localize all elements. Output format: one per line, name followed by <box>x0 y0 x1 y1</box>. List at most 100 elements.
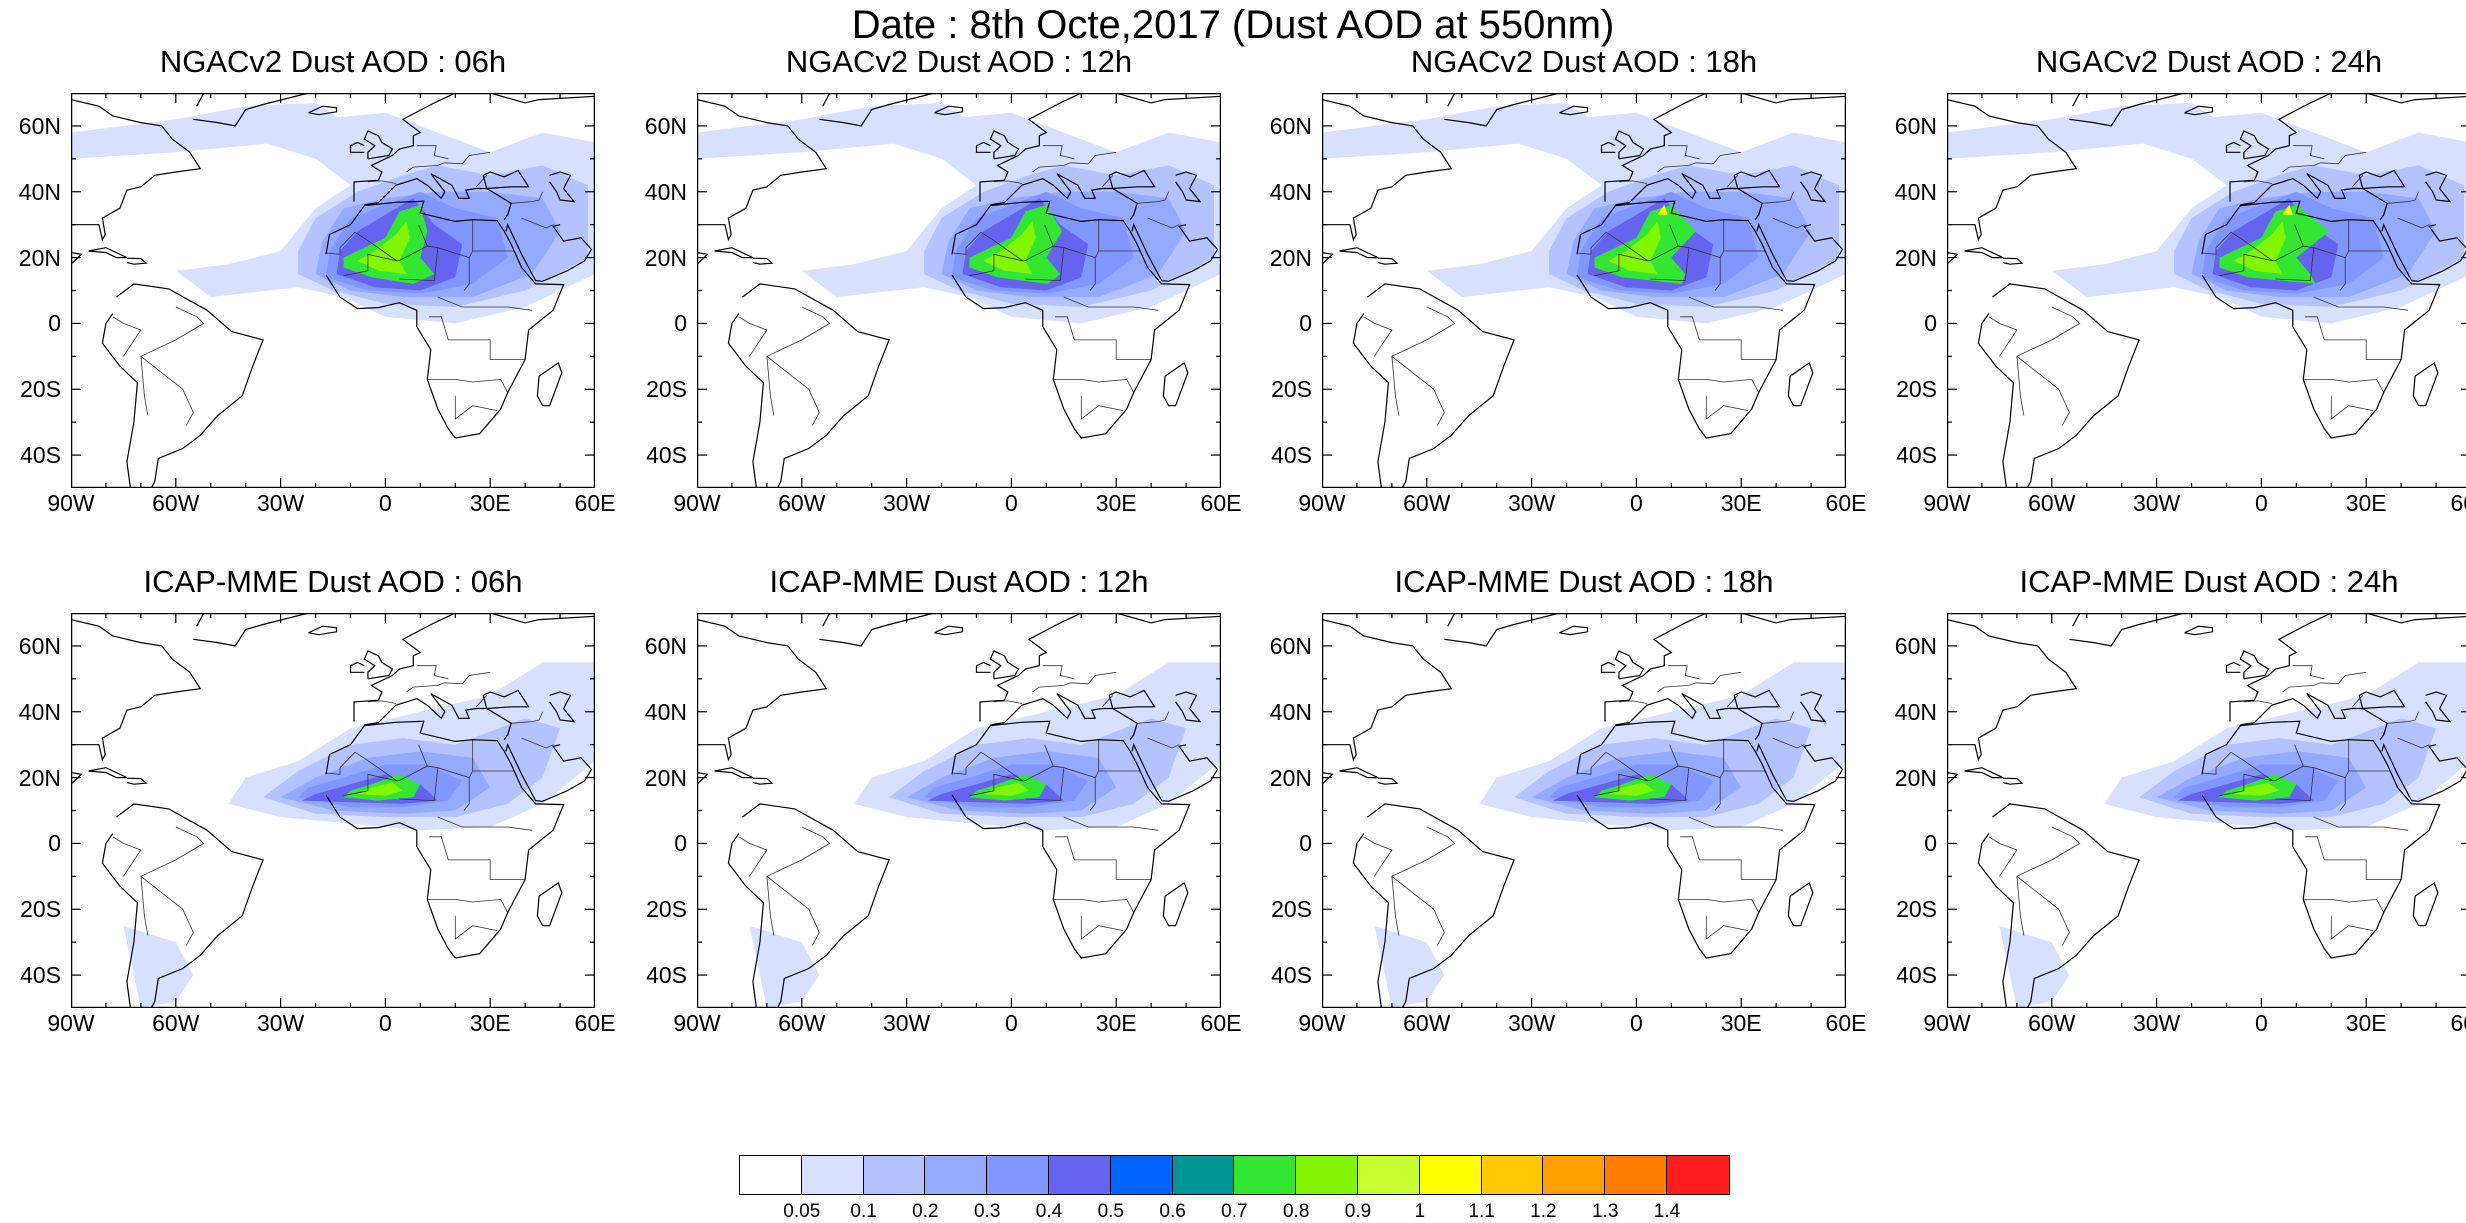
country-border <box>2331 916 2373 939</box>
country-border <box>113 317 141 357</box>
country-border <box>2017 876 2024 935</box>
country-border <box>141 876 148 935</box>
colorbar-label: 1.1 <box>1452 1201 1512 1223</box>
lon-tick-label: 60W <box>1387 1010 1467 1036</box>
colorbar-swatch <box>1358 1156 1420 1194</box>
lon-tick-label: 30W <box>867 490 947 516</box>
coastline <box>2185 626 2213 635</box>
coastline <box>89 768 127 778</box>
lat-tick-label: 60N <box>1 633 61 659</box>
lon-tick-label: 30W <box>241 1010 321 1036</box>
lat-tick-label: 20N <box>1252 245 1312 271</box>
lon-tick-label: 60W <box>762 490 842 516</box>
lon-tick-label: 0 <box>971 490 1051 516</box>
country-border <box>1364 317 1392 357</box>
colorbar-label: 0.7 <box>1204 1201 1264 1223</box>
lat-tick-label: 40S <box>1877 962 1937 988</box>
coastline <box>71 613 200 784</box>
country-border <box>1678 379 1758 392</box>
coastline <box>1163 883 1187 926</box>
lon-tick-label: 30E <box>450 1010 530 1036</box>
coastline <box>1615 651 1643 679</box>
country-border <box>1081 396 1123 419</box>
country-border <box>1081 916 1123 939</box>
lon-tick-label: 60E <box>2431 1010 2466 1036</box>
coastline <box>89 248 127 258</box>
colorbar-swatch <box>864 1156 926 1194</box>
colorbar-swatch <box>1605 1156 1667 1194</box>
coastline <box>2413 363 2437 406</box>
lat-tick-label: 20S <box>1252 376 1312 402</box>
country-border <box>1706 916 1748 939</box>
lat-tick-label: 40S <box>1252 962 1312 988</box>
lon-tick-label: 30W <box>2117 1010 2197 1036</box>
lon-tick-label: 0 <box>2221 1010 2301 1036</box>
country-border <box>1706 396 1748 419</box>
dust-aod-map <box>697 93 1221 488</box>
coastline <box>697 613 826 784</box>
dust-aod-map <box>71 93 595 488</box>
country-border <box>455 396 497 419</box>
lat-tick-label: 20N <box>1877 245 1937 271</box>
colorbar-swatch <box>1482 1156 1544 1194</box>
lat-tick-label: 60N <box>1252 633 1312 659</box>
coastline <box>2003 258 2022 264</box>
country-border <box>2017 307 2080 426</box>
panel-title: ICAP-MME Dust AOD : 18h <box>1322 562 1846 602</box>
lat-tick-label: 60N <box>1252 113 1312 139</box>
colorbar-label: 0.3 <box>957 1201 1017 1223</box>
coastline <box>728 284 889 488</box>
country-border <box>368 701 396 704</box>
lat-tick-label: 20S <box>1877 376 1937 402</box>
lon-tick-label: 90W <box>1282 1010 1362 1036</box>
lon-tick-label: 90W <box>1282 490 1362 516</box>
lat-tick-label: 40N <box>1252 699 1312 725</box>
coastline <box>102 284 263 488</box>
country-border <box>2303 899 2383 912</box>
coastline <box>309 626 337 635</box>
country-border <box>2282 672 2366 692</box>
country-border <box>1392 827 1455 946</box>
country-border <box>1043 666 1075 679</box>
colorbar-label: 1.2 <box>1513 1201 1573 1223</box>
coastline <box>1378 258 1397 264</box>
country-border <box>1364 837 1392 877</box>
lat-tick-label: 40N <box>627 699 687 725</box>
colorbar-swatch <box>1111 1156 1173 1194</box>
country-border <box>1668 666 1700 679</box>
lat-tick-label: 20N <box>1252 765 1312 791</box>
country-border <box>141 307 204 426</box>
lon-tick-label: 60W <box>2012 490 2092 516</box>
country-border <box>1053 379 1133 392</box>
coastline <box>1163 363 1187 406</box>
coastline <box>1965 768 2003 778</box>
lon-tick-label: 30E <box>2326 490 2406 516</box>
country-border <box>2017 827 2080 946</box>
lat-tick-label: 20S <box>1 896 61 922</box>
lat-tick-label: 0 <box>1877 310 1937 336</box>
colorbar-label: 0.2 <box>895 1201 955 1223</box>
lat-tick-label: 0 <box>627 830 687 856</box>
lon-tick-label: 30W <box>241 490 321 516</box>
colorbar-swatch <box>1543 1156 1605 1194</box>
coastline <box>715 248 753 258</box>
country-border <box>141 827 204 946</box>
coastline <box>537 883 561 926</box>
panel-title: NGACv2 Dust AOD : 06h <box>71 42 595 82</box>
lat-tick-label: 20S <box>1877 896 1937 922</box>
panel-title: NGACv2 Dust AOD : 18h <box>1322 42 1846 82</box>
lat-tick-label: 0 <box>1877 830 1937 856</box>
lat-tick-label: 40N <box>1877 179 1937 205</box>
colorbar-label: 0.1 <box>834 1201 894 1223</box>
lon-tick-label: 90W <box>657 490 737 516</box>
coastline <box>2003 778 2022 784</box>
dust-aod-map <box>1947 613 2466 1008</box>
lat-tick-label: 0 <box>1252 310 1312 336</box>
